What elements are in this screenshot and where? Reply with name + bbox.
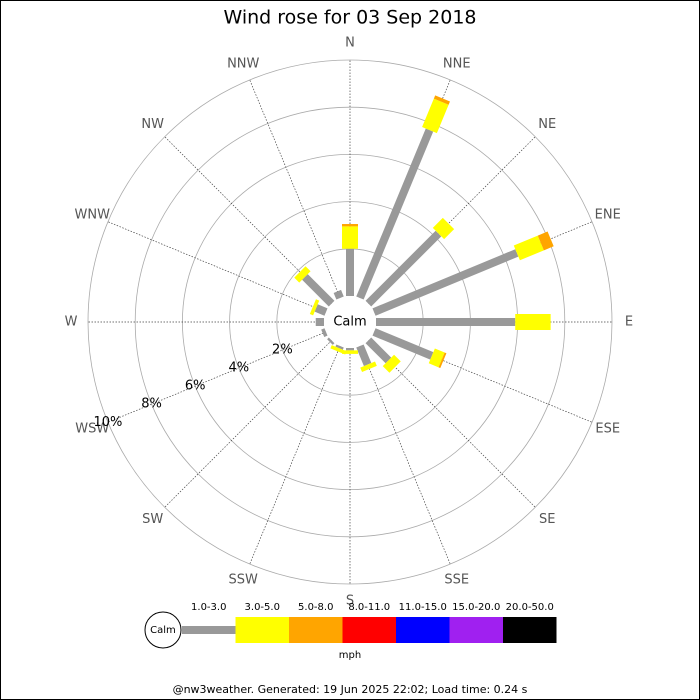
legend-swatch (449, 617, 503, 643)
direction-label: WSW (75, 421, 109, 436)
bar-segment (321, 328, 328, 337)
direction-label: S (346, 594, 354, 609)
bar-segment (372, 328, 434, 360)
legend-label: 3.0-5.0 (245, 602, 280, 613)
legend-swatch (235, 617, 289, 643)
legend-label: 1.0-3.0 (191, 602, 226, 613)
legend-label: 15.0-20.0 (452, 602, 500, 613)
legend-label: 20.0-50.0 (506, 602, 554, 613)
bar-segment (372, 249, 519, 316)
bar-segment (513, 235, 544, 261)
bar-segment (438, 352, 447, 369)
bar-segment (302, 274, 335, 307)
direction-label: E (625, 315, 633, 330)
direction-label: SSW (229, 572, 259, 587)
direction-label: SE (539, 512, 555, 527)
spoke (359, 345, 451, 565)
calm-circle (328, 300, 372, 344)
bar-segment (333, 289, 344, 300)
legend-swatch (342, 617, 396, 643)
calm-label: Calm (333, 315, 366, 330)
direction-label: NE (538, 117, 556, 132)
legend-swatch (182, 626, 236, 634)
legend-swatch (396, 617, 450, 643)
direction-label: NNE (443, 57, 471, 72)
direction-label: NW (141, 117, 164, 132)
bar-segment (346, 248, 354, 296)
bar-segment (422, 98, 449, 134)
ring-label: 4% (228, 361, 249, 376)
bar-segment (342, 224, 358, 227)
bar-segment (365, 230, 442, 307)
legend-calm-circle (144, 611, 182, 649)
bar-segment (294, 266, 311, 283)
direction-label: SSE (444, 572, 469, 587)
bar-segment (309, 299, 320, 316)
bar-segment (315, 318, 324, 326)
spoke (107, 331, 327, 423)
ring-label: 8% (141, 397, 162, 412)
bar-segment (428, 348, 445, 368)
legend-label: 8.0-11.0 (348, 602, 390, 613)
bar-segment (356, 128, 434, 300)
bar-segment (537, 231, 554, 251)
ring-label: 10% (93, 415, 122, 430)
grid-ring (134, 106, 566, 538)
legend-label: 11.0-15.0 (399, 602, 447, 613)
unit-label: mph (339, 650, 361, 661)
spoke (164, 340, 332, 508)
bar-segment (356, 344, 372, 367)
direction-label: ESE (595, 421, 620, 436)
legend-label: 5.0-8.0 (298, 602, 333, 613)
direction-label: SW (142, 512, 163, 527)
bar-segment (346, 348, 354, 351)
bar-segment (314, 304, 328, 316)
spoke (107, 221, 327, 313)
bar-segment (433, 95, 450, 105)
legend-calm-label: Calm (150, 625, 176, 636)
bar-segment (515, 314, 551, 330)
bar-segment (376, 318, 516, 326)
bar-segment (360, 361, 377, 372)
bar-segment (330, 345, 347, 355)
chart-title: Wind rose for 03 Sep 2018 (223, 7, 476, 29)
footer: @nw3weather. Generated: 19 Jun 2025 22:0… (173, 683, 528, 696)
ring-label: 6% (185, 379, 206, 394)
direction-label: W (65, 315, 78, 330)
bar-segment (342, 226, 358, 249)
direction-label: ENE (595, 208, 621, 223)
spoke (249, 345, 341, 565)
direction-label: WNW (75, 208, 111, 223)
bar-segment (382, 354, 401, 373)
spoke (368, 340, 536, 508)
bar-segment (432, 217, 455, 240)
direction-label: N (345, 36, 355, 51)
grid-ring (87, 59, 613, 585)
legend-swatch (503, 617, 557, 643)
legend-swatch (289, 617, 343, 643)
ring-label: 2% (272, 343, 293, 358)
spoke (249, 79, 341, 299)
bar-segment (365, 337, 392, 364)
bar-segment (335, 344, 344, 350)
bar-segment (327, 337, 335, 345)
direction-label: NNW (227, 57, 259, 72)
